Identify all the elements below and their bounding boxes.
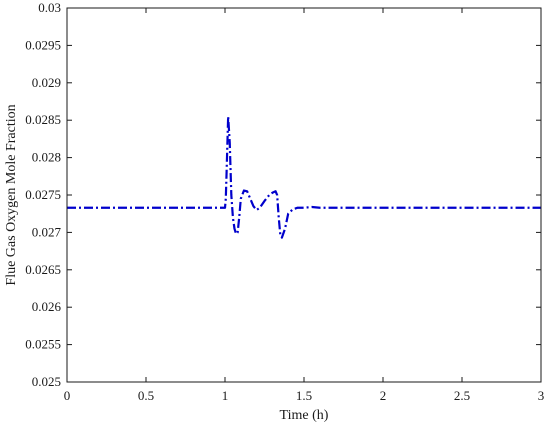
plot-frame bbox=[66, 7, 542, 383]
x-tick-label: 3 bbox=[538, 388, 545, 403]
y-tick-label: 0.0265 bbox=[25, 262, 61, 277]
y-axis: 0.025 0.0255 0.026 0.0265 0.027 0.0275 0.028 0.… bbox=[25, 0, 541, 389]
x-tick-label: 2.5 bbox=[454, 388, 470, 403]
y-tick-label: 0.027 bbox=[32, 224, 62, 239]
y-tick-label: 0.03 bbox=[38, 0, 61, 15]
x-tick-label: 0.5 bbox=[138, 388, 154, 403]
x-tick-label: 0 bbox=[64, 388, 71, 403]
x-axis: 0 0.5 1 1.5 2 2.5 3 bbox=[64, 8, 545, 403]
y-tick-label: 0.0275 bbox=[25, 187, 61, 202]
y-tick-label: 0.0255 bbox=[25, 337, 61, 352]
x-tick-label: 2 bbox=[380, 388, 387, 403]
y-tick-label: 0.025 bbox=[32, 374, 61, 389]
y-tick-label: 0.0295 bbox=[25, 37, 61, 52]
y-tick-label: 0.028 bbox=[32, 150, 61, 165]
series-line-0 bbox=[67, 115, 541, 239]
x-tick-label: 1 bbox=[222, 388, 229, 403]
y-axis-title: Flue Gas Oxygen Mole Fraction bbox=[4, 104, 19, 285]
series-layer bbox=[67, 115, 541, 239]
y-tick-label: 0.026 bbox=[32, 299, 62, 314]
y-tick-label: 0.029 bbox=[32, 75, 61, 90]
y-tick-label: 0.0285 bbox=[25, 112, 61, 127]
x-axis-title: Time (h) bbox=[280, 408, 329, 423]
x-tick-label: 1.5 bbox=[296, 388, 312, 403]
